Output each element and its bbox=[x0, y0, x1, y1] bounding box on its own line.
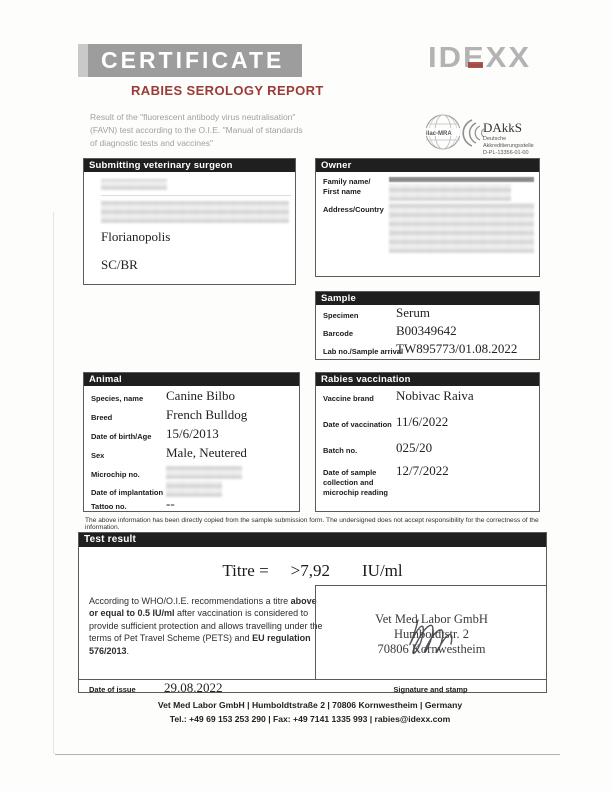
microchip-label: Microchip no. bbox=[91, 470, 140, 479]
banner-left-tab bbox=[78, 44, 88, 77]
titre-value: >7,92 bbox=[290, 561, 330, 580]
test-result-box: Test result Titre = >7,92 IU/ml According … bbox=[78, 532, 547, 695]
owner-box: Owner Family name/ First name Address/Co… bbox=[315, 158, 540, 277]
who-text-bold2: EU regulation 576/2013 bbox=[89, 633, 311, 656]
microchip-redacted bbox=[166, 466, 242, 479]
barcode-value: B00349642 bbox=[396, 323, 457, 338]
ilac-mra-label: ilac-MRA bbox=[426, 131, 452, 137]
vaccination-box-header: Rabies vaccination bbox=[316, 373, 539, 386]
owner-first-name-label: First name bbox=[323, 187, 361, 196]
surgeon-address-redacted bbox=[101, 201, 289, 223]
specimen-label: Specimen bbox=[323, 311, 359, 320]
vaccination-date-label: Date of vaccination bbox=[323, 420, 392, 429]
lab-no-label: Lab no./Sample arrival bbox=[323, 347, 404, 356]
specimen-value: Serum bbox=[396, 305, 430, 320]
birth-date-value: 15/6/2013 bbox=[166, 426, 219, 441]
signature-stamp-label: Signature and stamp bbox=[393, 685, 468, 694]
who-text-bold1: above or equal to 0.5 IU/ml bbox=[89, 596, 317, 619]
owner-name-redacted bbox=[389, 184, 511, 201]
tattoo-value: -- bbox=[166, 496, 175, 511]
species-label: Species, name bbox=[91, 394, 144, 403]
vaccination-box: Rabies vaccination Vaccine brand Nobivac… bbox=[315, 372, 540, 512]
who-text-part3: . bbox=[126, 645, 130, 656]
collection-date-label: Date of sample collection and microchip … bbox=[323, 468, 389, 497]
paper-edge-left bbox=[53, 212, 54, 754]
sample-box: Sample Specimen Serum Barcode B00349642 … bbox=[315, 291, 540, 360]
owner-box-header: Owner bbox=[316, 159, 539, 172]
tattoo-label: Tattoo no. bbox=[91, 502, 127, 511]
certificate-banner: CERTIFICATE bbox=[88, 44, 302, 77]
owner-name-redacted-bar bbox=[389, 177, 534, 182]
implantation-redacted bbox=[166, 481, 222, 497]
dakks-subtext-line2: Akkreditierungsstelle bbox=[483, 142, 534, 149]
titre-unit: IU/ml bbox=[362, 561, 403, 580]
surgeon-box: Submitting veterinary surgeon Florianopo… bbox=[83, 158, 296, 285]
who-recommendation-text: According to WHO/O.I.E. recommendations … bbox=[89, 595, 327, 657]
titre-result-line: Titre = >7,92 IU/ml bbox=[79, 561, 546, 581]
breed-value: French Bulldog bbox=[166, 407, 248, 422]
surgeon-name-redacted bbox=[101, 179, 167, 190]
vaccination-date-value: 11/6/2022 bbox=[396, 414, 449, 429]
dakks-label: DAkkS bbox=[483, 120, 522, 135]
stamp-line1: Vet Med Labor GmbH bbox=[375, 612, 488, 626]
owner-address-redacted bbox=[389, 203, 534, 253]
sex-value: Male, Neutered bbox=[166, 445, 247, 460]
footer-address-line: Vet Med Labor GmbH | Humboldtstraße 2 | … bbox=[157, 700, 463, 710]
species-value: Canine Bilbo bbox=[166, 388, 235, 403]
surgeon-city: Florianopolis bbox=[101, 229, 171, 244]
test-result-header: Test result bbox=[79, 533, 546, 547]
date-of-issue-value: 29.08.2022 bbox=[164, 680, 223, 695]
breed-label: Breed bbox=[91, 413, 113, 422]
birth-date-label: Date of birth/Age bbox=[91, 432, 152, 441]
batch-no-value: 025/20 bbox=[396, 440, 433, 455]
paper-edge-bottom bbox=[55, 754, 560, 755]
dakks-subtext-line1: Deutsche bbox=[483, 136, 507, 142]
titre-label: Titre = bbox=[222, 561, 269, 580]
dakks-subtext: Deutsche Akkreditierungsstelle D-PL-1335… bbox=[483, 136, 534, 157]
sex-label: Sex bbox=[91, 451, 105, 460]
certificate-title: CERTIFICATE bbox=[101, 47, 285, 73]
disclaimer-text: The above information has been directly … bbox=[85, 517, 539, 531]
footer-contact: Vet Med Labor GmbH | Humboldtstraße 2 | … bbox=[60, 699, 560, 727]
batch-no-label: Batch no. bbox=[323, 446, 358, 455]
animal-box: Animal Species, name Canine Bilbo Breed … bbox=[83, 372, 300, 512]
idexx-logo-red-mark bbox=[468, 62, 483, 68]
issue-signature-row: Date of issue 29.08.2022 Signature and s… bbox=[79, 679, 546, 695]
implantation-label: Date of implantation bbox=[91, 488, 164, 497]
stamp-line3: 70806 Kornwestheim bbox=[377, 642, 486, 656]
surgeon-box-header: Submitting veterinary surgeon bbox=[84, 159, 295, 172]
report-title: RABIES SEROLOGY REPORT bbox=[131, 83, 324, 98]
vaccine-brand-value: Nobivac Raiva bbox=[396, 388, 474, 403]
barcode-label: Barcode bbox=[323, 329, 354, 338]
footer-phone-line: Tel.: +49 69 153 253 290 | Fax: +49 7141… bbox=[169, 713, 451, 724]
who-text-part2: after vaccination is considered to provi… bbox=[89, 608, 323, 644]
vaccine-brand-label: Vaccine brand bbox=[323, 394, 374, 403]
dakks-subtext-line3: D-PL-13356-01-00 bbox=[483, 149, 529, 156]
surgeon-rule bbox=[101, 195, 291, 196]
owner-family-name-label: Family name/ bbox=[323, 177, 371, 186]
report-description: Result of the "fluorescent antibody viru… bbox=[90, 112, 303, 148]
surgeon-region: SC/BR bbox=[101, 257, 138, 272]
lab-no-value: TW895773/01.08.2022 bbox=[396, 341, 518, 356]
who-text-part1: According to WHO/O.I.E. recommendations … bbox=[89, 596, 291, 606]
accreditation-logos: ilac-MRA DAkkS Deutsche Akkreditierungss… bbox=[423, 110, 573, 157]
sample-box-header: Sample bbox=[316, 292, 539, 305]
stamp-cell: Vet Med Labor GmbH Humboldtstr. 2 70806 … bbox=[315, 585, 547, 680]
collection-date-value: 12/7/2022 bbox=[396, 463, 449, 478]
signature-icon bbox=[409, 619, 453, 655]
idexx-logo: IDEXX bbox=[428, 41, 532, 74]
date-of-issue-label: Date of issue bbox=[89, 685, 136, 694]
animal-box-header: Animal bbox=[84, 373, 299, 386]
owner-address-label: Address/Country bbox=[323, 205, 384, 214]
ilac-mra-icon: ilac-MRA DAkkS bbox=[425, 114, 522, 150]
